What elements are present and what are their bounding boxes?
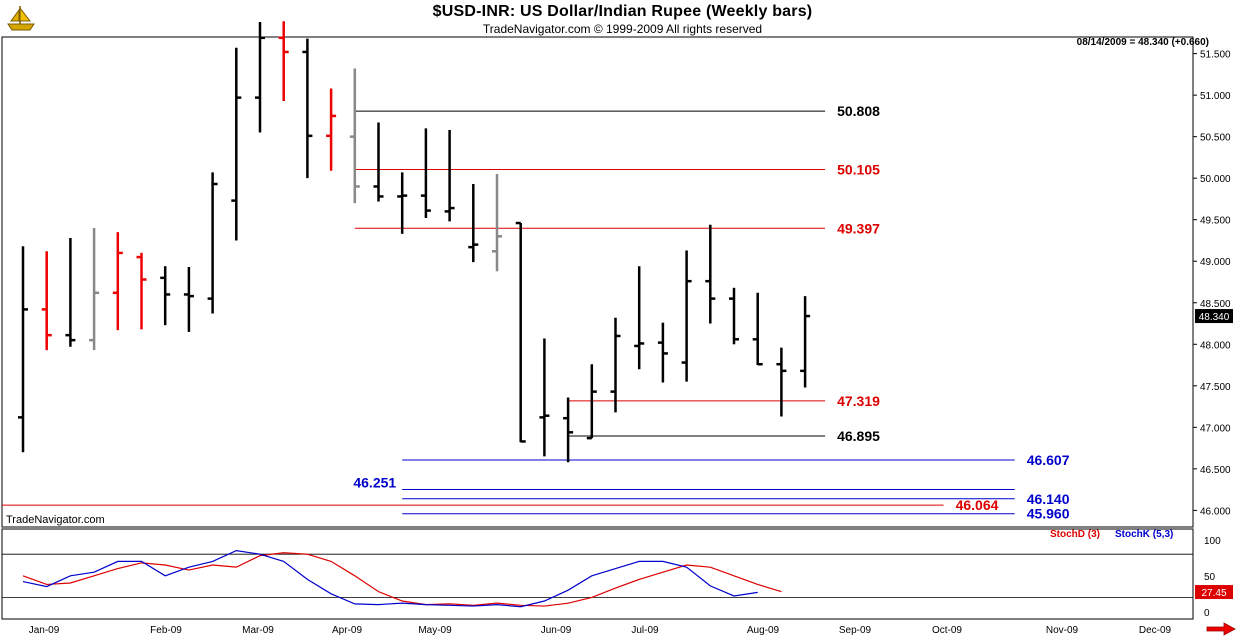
- x-axis-label: Jan-09: [29, 625, 60, 636]
- level-label: 50.105: [837, 161, 880, 177]
- price-y-tick-label: 51.000: [1200, 91, 1231, 102]
- stoch-y-tick-label: 100: [1204, 536, 1221, 547]
- price-y-tick-label: 46.500: [1200, 465, 1231, 476]
- right-arrow-icon[interactable]: [1206, 622, 1236, 636]
- price-y-tick-label: 47.500: [1200, 382, 1231, 393]
- stochd-legend: StochD (3): [1050, 529, 1100, 540]
- x-axis-label: Mar-09: [242, 625, 274, 636]
- last-price-label: 48.340: [1199, 312, 1230, 323]
- level-label: 45.960: [1027, 506, 1070, 522]
- price-y-tick-label: 48.500: [1200, 299, 1231, 310]
- stochd-line: [22, 552, 782, 607]
- x-axis-label: Oct-09: [932, 625, 962, 636]
- level-label: 46.607: [1027, 452, 1070, 468]
- chart-title: $USD-INR: US Dollar/Indian Rupee (Weekly…: [432, 3, 813, 20]
- stoch-y-tick-label: 50: [1204, 572, 1216, 583]
- last-price-tag: [1195, 309, 1233, 324]
- x-axis-label: Apr-09: [332, 625, 362, 636]
- level-label: 46.064: [956, 497, 999, 513]
- price-y-tick-label: 49.000: [1200, 257, 1231, 268]
- level-label: 47.319: [837, 393, 880, 409]
- ship-logo-icon[interactable]: [4, 2, 38, 34]
- stoch-last-tag: [1195, 585, 1233, 600]
- x-axis-label: Sep-09: [839, 625, 872, 636]
- x-axis-label: Jun-09: [541, 625, 572, 636]
- price-y-tick-label: 50.500: [1200, 133, 1231, 144]
- level-label: 46.140: [1027, 491, 1070, 507]
- level-label: 50.808: [837, 103, 880, 119]
- stoch-y-tick-label: 0: [1204, 608, 1210, 619]
- stoch-panel-border: [1, 528, 1194, 620]
- x-axis-label: Jul-09: [631, 625, 659, 636]
- x-axis-label: Nov-09: [1046, 625, 1079, 636]
- stoch-last-label: 27.45: [1201, 588, 1226, 599]
- stochk-line: [22, 549, 758, 608]
- x-axis-label: May-09: [418, 625, 452, 636]
- stochk-legend: StochK (5,3): [1115, 529, 1174, 540]
- price-y-tick-label: 49.500: [1200, 216, 1231, 227]
- last-price-info: 08/14/2009 = 48.340 (+0.660): [1076, 37, 1209, 48]
- price-y-tick-label: 50.000: [1200, 174, 1231, 185]
- chart-subtitle: TradeNavigator.com © 1999-2009 All right…: [482, 22, 763, 36]
- level-label: 49.397: [837, 220, 880, 236]
- price-panel-border: [1, 36, 1194, 528]
- price-y-tick-label: 46.000: [1200, 506, 1231, 517]
- x-axis-label: Dec-09: [1139, 625, 1172, 636]
- price-y-tick-label: 51.500: [1200, 50, 1231, 61]
- level-label: 46.251: [353, 475, 396, 491]
- level-label: 46.895: [837, 428, 880, 444]
- watermark: TradeNavigator.com: [6, 514, 105, 526]
- x-axis-label: Feb-09: [150, 625, 182, 636]
- x-axis-label: Aug-09: [747, 625, 780, 636]
- price-y-tick-label: 48.000: [1200, 340, 1231, 351]
- price-y-tick-label: 47.000: [1200, 423, 1231, 434]
